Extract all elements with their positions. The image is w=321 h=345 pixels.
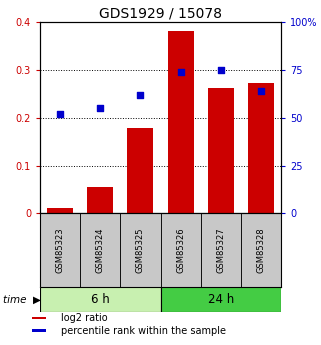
Bar [168, 31, 194, 213]
Point [218, 67, 223, 73]
Point [138, 92, 143, 98]
Point [258, 88, 263, 94]
Text: GSM85324: GSM85324 [96, 228, 105, 273]
Bar [120, 213, 160, 287]
Point [98, 106, 103, 111]
Bar [127, 128, 153, 213]
Bar [160, 287, 281, 312]
Bar [248, 83, 274, 213]
Text: percentile rank within the sample: percentile rank within the sample [61, 326, 226, 336]
Text: 24 h: 24 h [208, 293, 234, 306]
Bar [160, 213, 201, 287]
Bar [208, 88, 234, 213]
Text: log2 ratio: log2 ratio [61, 313, 108, 323]
Bar [40, 287, 160, 312]
Point [178, 69, 183, 75]
Bar [80, 213, 120, 287]
Text: 6 h: 6 h [91, 293, 110, 306]
Text: GSM85325: GSM85325 [136, 228, 145, 273]
Bar [87, 187, 113, 213]
Bar [40, 213, 80, 287]
Text: time  ▶: time ▶ [3, 295, 41, 305]
Bar [32, 329, 46, 332]
Bar [201, 213, 241, 287]
Text: GSM85326: GSM85326 [176, 227, 185, 273]
Point [58, 111, 63, 117]
Text: GSM85327: GSM85327 [216, 227, 225, 273]
Bar [32, 317, 46, 319]
Text: GSM85323: GSM85323 [56, 227, 65, 273]
Bar [241, 213, 281, 287]
Text: GSM85328: GSM85328 [256, 227, 265, 273]
Text: GDS1929 / 15078: GDS1929 / 15078 [99, 7, 222, 21]
Bar [47, 208, 73, 213]
